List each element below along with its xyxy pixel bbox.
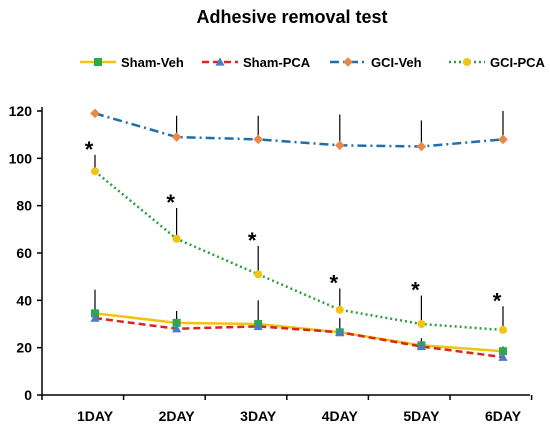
significance-star: * (85, 137, 94, 162)
series-line-gci-veh (94, 112, 504, 148)
data-point-gci-pca (254, 270, 263, 279)
legend-label-sham-pca: Sham-PCA (243, 55, 311, 70)
significance-star: * (166, 190, 175, 215)
legend-label-gci-pca: GCI-PCA (490, 55, 546, 70)
data-point-sham-pca (498, 352, 508, 361)
data-point-sham-pca (416, 341, 426, 351)
data-point-sham-pca (172, 324, 182, 333)
x-tick-label: 4DAY (322, 408, 359, 424)
series-lines (94, 112, 504, 359)
y-tick-label: 0 (24, 387, 32, 403)
data-point-gci-veh (90, 108, 100, 119)
chart-title: Adhesive removal test (196, 7, 387, 27)
legend-label-sham-veh: Sham-Veh (121, 55, 184, 70)
data-point-sham-veh (499, 347, 507, 356)
data-point-gci-veh (498, 134, 508, 145)
data-point-sham-veh (172, 318, 181, 327)
y-tick-label: 100 (9, 150, 33, 166)
data-point-sham-veh (91, 309, 99, 318)
data-point-sham-pca (253, 321, 263, 331)
series-line-sham-pca (94, 316, 504, 359)
y-tick-label: 60 (16, 245, 32, 261)
legend: Sham-Veh Sham-PCA GCI-Veh GCI-PCA (80, 55, 546, 70)
x-tick-label: 5DAY (403, 408, 440, 424)
legend-label-gci-veh: GCI-Veh (371, 55, 422, 70)
significance-star: * (411, 278, 420, 303)
x-tick-label: 3DAY (240, 408, 277, 424)
significance-annotations: * * * * * * (85, 137, 502, 313)
data-point-gci-pca (335, 305, 344, 314)
legend-marker-gci-veh (343, 57, 353, 67)
legend-marker-gci-pca (463, 58, 471, 66)
axes: 0 20 40 60 80 100 120 1DAY 2DAY 3DAY 4DAY 5DAY 6DAY (9, 103, 533, 424)
significance-star: * (248, 228, 257, 253)
y-tick-label: 120 (9, 103, 33, 119)
significance-star: * (493, 288, 502, 313)
series-line-sham-veh (94, 312, 504, 353)
data-point-gci-veh (171, 132, 182, 142)
series-markers (90, 108, 508, 361)
y-tick-label: 80 (16, 198, 32, 214)
x-tick-label: 6DAY (485, 408, 522, 424)
x-tick-label: 1DAY (77, 408, 114, 424)
data-point-gci-veh (335, 140, 345, 151)
data-point-gci-pca (91, 167, 99, 176)
data-point-sham-pca (90, 313, 100, 322)
data-point-gci-veh (416, 141, 427, 152)
y-tick-label: 40 (16, 292, 32, 308)
data-point-gci-veh (253, 134, 263, 145)
legend-marker-sham-pca (215, 57, 225, 66)
series-line-gci-pca (94, 170, 504, 332)
data-point-gci-pca (172, 234, 181, 243)
data-point-gci-pca (499, 325, 507, 334)
data-point-gci-pca (417, 320, 426, 328)
legend-marker-sham-veh (94, 58, 102, 66)
significance-star: * (330, 271, 339, 296)
y-tick-label: 20 (16, 340, 32, 356)
data-point-sham-pca (335, 327, 345, 336)
x-tick-label: 2DAY (159, 408, 196, 424)
